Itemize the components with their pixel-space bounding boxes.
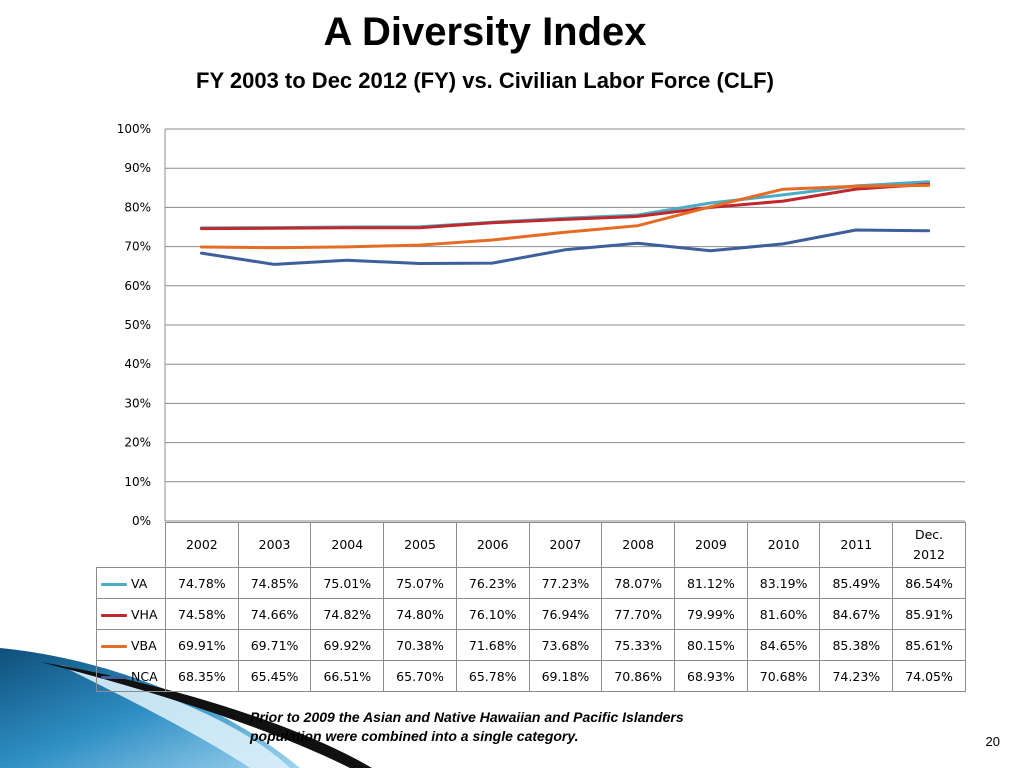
y-tick-label: 30%	[124, 396, 151, 410]
data-label: 66.51%	[310, 660, 385, 692]
table-row: NCA 68.35% 65.45% 66.51% 65.70% 65.78% 69.18% 7…	[96, 660, 966, 692]
slide-subtitle: FY 2003 to Dec 2012 (FY) vs. Civilian La…	[196, 68, 774, 93]
y-axis-ticks: 0% 10% 20% 30% 40% 50% 60% 70% 80% 90% 100%	[117, 122, 151, 528]
swoosh-black	[40, 662, 372, 768]
footnote-line-2: population were combined into a single c…	[250, 728, 579, 744]
data-label: 85.38%	[819, 629, 894, 661]
data-label: 81.12%	[674, 567, 748, 599]
data-label: 70.38%	[383, 629, 457, 661]
x-category-label: 2008	[601, 522, 676, 568]
series-line-vba	[199, 183, 931, 250]
page-number: 20	[985, 734, 1000, 749]
data-label: 86.54%	[892, 567, 966, 599]
gridlines	[164, 128, 965, 522]
data-label: 78.07%	[601, 567, 676, 599]
data-label: 71.68%	[455, 629, 530, 661]
y-tick-label: 10%	[124, 475, 151, 489]
data-label: 74.66%	[237, 598, 312, 630]
line-chart: 0% 10% 20% 30% 40% 50% 60% 70% 80% 90% 100%	[117, 122, 965, 528]
data-label: 74.58%	[165, 598, 239, 630]
legend-entry-vba: VBA	[96, 629, 166, 661]
table-corner	[97, 523, 166, 568]
y-tick-label: 40%	[124, 357, 151, 371]
data-label: 74.85%	[237, 567, 312, 599]
data-label: 81.60%	[746, 598, 821, 630]
legend-swatch	[101, 582, 127, 586]
footnote-line-1: Prior to 2009 the Asian and Native Hawai…	[250, 709, 684, 725]
x-category-label: 2002	[165, 522, 239, 568]
data-label: 65.70%	[383, 660, 457, 692]
data-label: 85.49%	[819, 567, 894, 599]
x-category-label: 2009	[674, 522, 748, 568]
footnote: Prior to 2009 the Asian and Native Hawai…	[250, 708, 810, 746]
data-label: 68.93%	[674, 660, 748, 692]
data-label: 69.71%	[237, 629, 312, 661]
data-label: 80.15%	[674, 629, 748, 661]
legend-entry-va: VA	[96, 567, 166, 599]
data-label: 76.23%	[455, 567, 530, 599]
y-tick-label: 60%	[124, 279, 151, 293]
legend-swatch	[101, 644, 127, 648]
data-label: 76.10%	[455, 598, 530, 630]
x-category-label: 2005	[383, 522, 457, 568]
data-label: 76.94%	[528, 598, 603, 630]
data-label: 74.78%	[165, 567, 239, 599]
data-label: 75.33%	[601, 629, 676, 661]
data-label: 84.67%	[819, 598, 894, 630]
legend-label: VBA	[131, 637, 157, 653]
data-label: 85.91%	[892, 598, 966, 630]
legend-swatch	[101, 675, 127, 679]
y-tick-label: 20%	[124, 436, 151, 450]
data-label: 85.61%	[892, 629, 966, 661]
x-category-label: 2010	[746, 522, 821, 568]
data-label: 69.91%	[165, 629, 239, 661]
category-row: 2002 2003 2004 2005 2006 2007 2008 2009 2010 2011…	[97, 522, 966, 568]
x-category-label: 2004	[310, 522, 385, 568]
data-label: 70.68%	[746, 660, 821, 692]
data-label: 74.23%	[819, 660, 894, 692]
data-label: 79.99%	[674, 598, 748, 630]
legend-label: VA	[131, 575, 148, 591]
data-label: 84.65%	[746, 629, 821, 661]
data-label: 68.35%	[165, 660, 239, 692]
y-tick-label: 100%	[117, 122, 151, 136]
legend-entry-nca: NCA	[96, 660, 166, 692]
data-table: 2002 2003 2004 2005 2006 2007 2008 2009 2010 2011…	[96, 522, 966, 692]
data-label: 77.23%	[528, 567, 603, 599]
series-line-vha	[199, 182, 931, 231]
x-category-label: Dec. 2012	[892, 522, 966, 568]
data-label: 75.07%	[383, 567, 457, 599]
y-tick-label: 0%	[132, 514, 151, 528]
x-category-label: 2006	[455, 522, 530, 568]
table-row: VBA 69.91% 69.71% 69.92% 70.38% 71.68% 73.68% 7…	[96, 629, 966, 661]
series-line-nca	[199, 228, 931, 266]
data-label: 74.05%	[892, 660, 966, 692]
x-category-label: 2007	[528, 522, 603, 568]
y-tick-label: 50%	[124, 318, 151, 332]
x-category-label: 2011	[819, 522, 894, 568]
data-label: 70.86%	[601, 660, 676, 692]
data-label: 65.78%	[455, 660, 530, 692]
x-category-label: 2003	[237, 522, 312, 568]
legend-label: VHA	[131, 606, 158, 622]
data-label: 83.19%	[746, 567, 821, 599]
table-row: VA 74.78% 74.85% 75.01% 75.07% 76.23% 77.23% 78…	[96, 567, 966, 599]
data-label: 74.80%	[383, 598, 457, 630]
y-tick-label: 90%	[124, 161, 151, 175]
legend-swatch	[101, 613, 127, 617]
data-label: 77.70%	[601, 598, 676, 630]
table-row: VHA 74.58% 74.66% 74.82% 74.80% 76.10% 76.94% 7…	[96, 598, 966, 630]
legend-label: NCA	[131, 668, 158, 684]
y-tick-label: 80%	[124, 200, 151, 214]
data-label: 74.82%	[310, 598, 385, 630]
data-label: 69.18%	[528, 660, 603, 692]
legend-entry-vha: VHA	[96, 598, 166, 630]
y-tick-label: 70%	[124, 240, 151, 254]
data-label: 69.92%	[310, 629, 385, 661]
slide-title: A Diversity Index	[323, 10, 647, 54]
series-lines	[199, 180, 931, 266]
data-label: 73.68%	[528, 629, 603, 661]
data-label: 75.01%	[310, 567, 385, 599]
data-label: 65.45%	[237, 660, 312, 692]
